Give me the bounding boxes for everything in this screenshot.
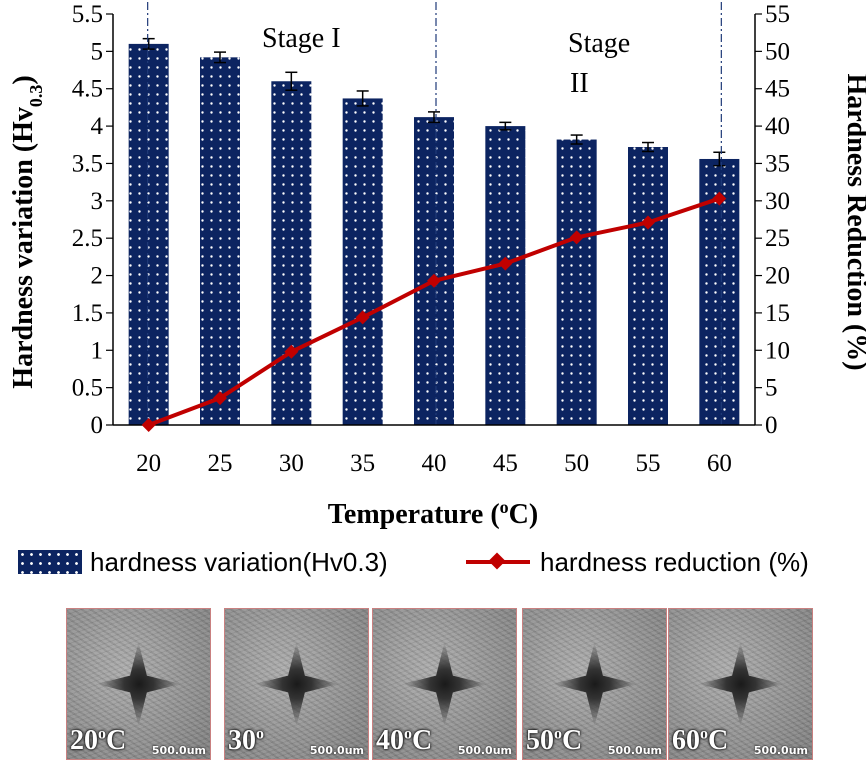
right-axis-ticks: 0 5 10 15 20 25 30 35 40 45 50 55: [755, 1, 790, 439]
right-tick-label: 55: [765, 1, 790, 28]
x-tick-label: 55: [636, 450, 661, 477]
right-tick-label: 15: [765, 300, 790, 327]
left-tick-label: 2.5: [72, 225, 103, 252]
reduction-point-55: [641, 215, 655, 230]
legend-line-swatch: [466, 550, 530, 574]
hardness-chart: 0 0.5 1 1.5 2 2.5 3 3.5 4 4.5 5 5.5 0 5 10 15 20 25 30 35 4…: [8, 1, 866, 530]
legend-item-bar: hardness variation(Hv0.3): [18, 540, 388, 584]
reduction-point-60: [712, 191, 727, 206]
bar-50: [556, 139, 597, 426]
bar-55: [628, 147, 668, 426]
scale-bar-label: 500.0um: [151, 744, 206, 757]
x-tick-label: 20: [136, 450, 161, 477]
x-tick-label: 45: [493, 450, 518, 477]
micrograph-60c: 60oC 500.0um: [668, 608, 813, 760]
right-tick-label: 5: [765, 375, 778, 402]
reduction-point-20: [141, 418, 156, 432]
x-tick-label: 30: [279, 450, 304, 477]
plot-area: [112, 2, 756, 432]
micrograph-label: 50oC: [526, 725, 583, 756]
x-tick-label: 25: [208, 450, 233, 477]
left-tick-label: 3: [91, 188, 104, 215]
left-tick-label: 1: [91, 337, 104, 364]
scale-bar-label: 500.0um: [309, 744, 364, 757]
micrograph-label: 60oC: [672, 725, 729, 756]
left-tick-label: 3.5: [72, 150, 103, 177]
reduction-point-50: [569, 230, 584, 245]
micrograph-20c: 20oC 500.0um: [66, 608, 211, 760]
reduction-point-35: [355, 310, 370, 325]
x-tick-label: 40: [422, 450, 447, 477]
micrograph-strip: 20oC 500.0um 30o 500.0um 40oC 500.0um 50…: [66, 608, 846, 760]
x-tick-label: 50: [564, 450, 589, 477]
legend-bar-swatch: [18, 550, 82, 574]
reduction-point-40: [427, 273, 441, 288]
scale-bar-label: 500.0um: [753, 744, 808, 757]
micrograph-50c: 50oC 500.0um: [522, 608, 667, 760]
x-axis-ticks: 20 25 30 35 40 45 50 55 60: [136, 450, 732, 477]
legend-label-bar: hardness variation(Hv0.3): [90, 546, 388, 577]
scale-bar-label: 500.0um: [607, 744, 662, 757]
reduction-point-25: [213, 391, 227, 406]
left-tick-label: 4.5: [72, 76, 103, 103]
x-tick-label: 35: [350, 450, 375, 477]
stage-2-label-line2: II: [570, 68, 589, 99]
right-tick-label: 20: [765, 263, 790, 290]
bar-35: [342, 98, 383, 425]
right-tick-label: 0: [765, 412, 778, 439]
x-axis-title: Temperature (oC): [328, 497, 538, 530]
left-tick-label: 2: [91, 263, 104, 290]
micrograph-label: 40oC: [376, 725, 433, 756]
left-tick-label: 0.5: [72, 375, 103, 402]
right-tick-label: 25: [765, 225, 790, 252]
left-tick-label: 5: [91, 38, 104, 65]
chart-legend: hardness variation(Hv0.3) hardness reduc…: [18, 540, 858, 584]
stage-2-label: Stage: [568, 28, 630, 59]
bar-20: [128, 43, 169, 426]
left-tick-label: 4: [91, 113, 104, 140]
left-axis-ticks: 0 0.5 1 1.5 2 2.5 3 3.5 4 4.5 5 5.5: [72, 1, 113, 439]
bar-30: [271, 81, 312, 425]
micrograph-30c: 30o 500.0um: [224, 608, 369, 760]
left-tick-label: 5.5: [72, 1, 103, 28]
right-tick-label: 40: [765, 113, 790, 140]
right-tick-label: 50: [765, 38, 790, 65]
right-tick-label: 35: [765, 150, 790, 177]
right-tick-label: 10: [765, 337, 790, 364]
legend-label-line: hardness reduction (%): [540, 546, 809, 577]
reduction-point-30: [284, 344, 299, 359]
reduction-point-45: [498, 256, 513, 271]
y2-axis-title: Hardness Reduction (%): [841, 73, 866, 370]
scale-bar-label: 500.0um: [457, 744, 512, 757]
x-tick-label: 60: [707, 450, 732, 477]
micrograph-label: 30o: [228, 725, 264, 756]
bar-40: [414, 117, 454, 426]
bar-45: [485, 126, 526, 425]
micrograph-40c: 40oC 500.0um: [372, 608, 517, 760]
right-tick-label: 45: [765, 76, 790, 103]
left-tick-label: 1.5: [72, 300, 103, 327]
right-tick-label: 30: [765, 188, 790, 215]
legend-item-line: hardness reduction (%): [466, 540, 809, 584]
y-axis-title: Hardness variation (Hv0.3): [8, 75, 46, 388]
stage-1-label: Stage I: [262, 23, 341, 54]
bar-25: [200, 57, 240, 425]
left-tick-label: 0: [91, 412, 104, 439]
micrograph-label: 20oC: [70, 725, 127, 756]
